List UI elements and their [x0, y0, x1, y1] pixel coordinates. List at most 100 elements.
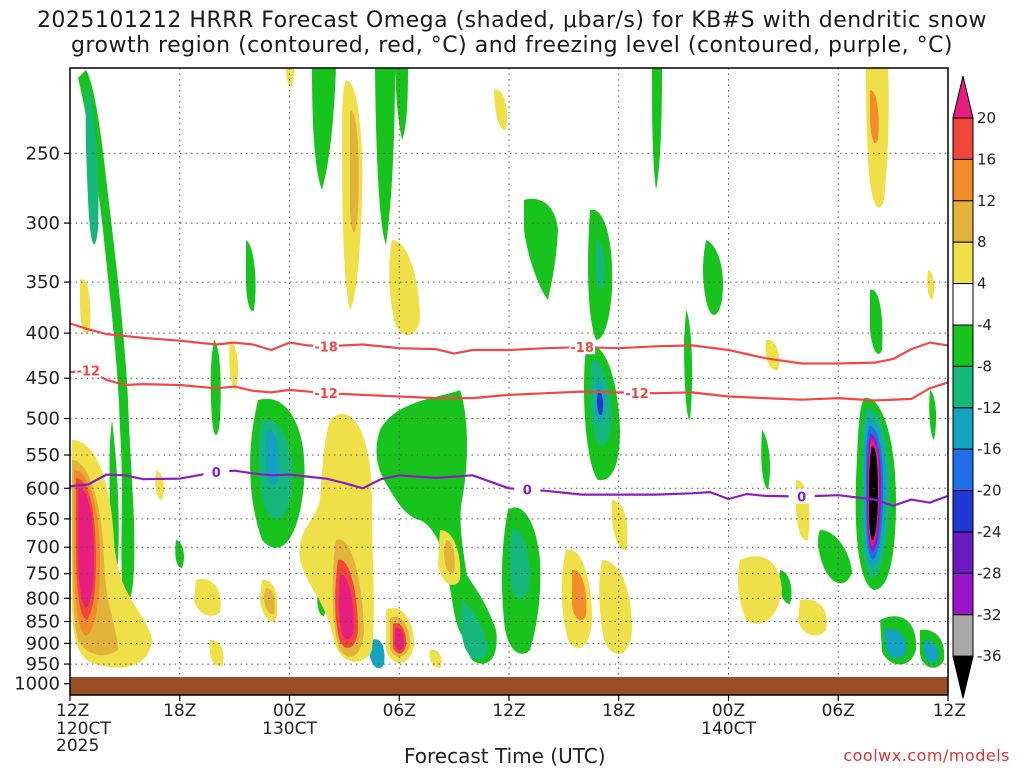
colorbar-label: -8	[977, 357, 992, 375]
omega-region-upward	[312, 68, 336, 190]
y-tick-label: 1000	[14, 674, 60, 695]
omega-region-downward	[78, 488, 94, 608]
omega-region-downward	[927, 270, 935, 300]
omega-region-upward	[509, 529, 530, 599]
contour-label: -18	[314, 340, 338, 355]
omega-region-downward	[572, 569, 587, 621]
x-tick-label: 00Z	[273, 701, 306, 721]
omega-region-downward	[264, 588, 275, 615]
colorbar-block	[952, 241, 974, 285]
y-tick-label: 900	[26, 633, 60, 654]
contour-label-bg	[624, 384, 651, 400]
x-tick-label: 18Z	[163, 701, 196, 721]
omega-region-downward	[350, 110, 359, 233]
omega-region-upward	[596, 240, 605, 290]
omega-region-downward	[194, 579, 221, 616]
contour-label: -18	[570, 341, 594, 356]
contour-label-bg	[514, 481, 541, 497]
colorbar-block	[952, 158, 974, 202]
omega-region-downward	[395, 627, 405, 651]
omega-region-upward	[460, 600, 488, 660]
contour-label: -12	[314, 387, 338, 402]
y-tick-label: 850	[26, 612, 60, 633]
colorbar-label: -16	[977, 440, 1002, 458]
colorbar-label: -36	[977, 647, 1002, 665]
omega-region-downward	[444, 540, 455, 573]
omega-region-upward	[175, 540, 184, 568]
colorbar-block	[952, 490, 974, 533]
x-tick-sublabel: 120CT	[56, 719, 111, 739]
omega-region-downward	[229, 340, 238, 390]
colorbar-label: -20	[977, 482, 1002, 500]
omega-region-upward	[264, 430, 280, 486]
colorbar-label: -28	[977, 564, 1002, 582]
omega-region-upward	[929, 390, 937, 440]
contour-label: 0	[523, 484, 532, 499]
y-tick-label: 250	[26, 143, 60, 164]
omega-region-upward	[246, 240, 256, 311]
omega-region-downward	[209, 640, 224, 667]
omega-region-upward	[597, 390, 603, 416]
colorbar-bottom-triangle	[952, 655, 974, 699]
x-tick-label: 12Z	[492, 701, 525, 721]
omega-region-upward	[85, 84, 99, 245]
omega-region-upward	[924, 640, 939, 663]
omega-region-downward	[338, 574, 354, 640]
colorbar-label: -12	[977, 399, 1002, 417]
y-tick-label: 400	[26, 323, 60, 344]
y-tick-label: 550	[26, 445, 60, 466]
contour-line	[69, 369, 949, 402]
omega-region-downward	[765, 339, 780, 371]
contour-label: -12	[77, 364, 101, 379]
omega-region-upward	[870, 289, 883, 354]
omega-region-downward	[80, 279, 91, 334]
colorbar-label: 12	[977, 192, 996, 210]
omega-region-downward	[429, 649, 442, 668]
colorbar-block	[952, 200, 974, 243]
y-tick-label: 500	[26, 409, 60, 430]
omega-region-downward	[738, 556, 782, 624]
x-axis-title: Forecast Time (UTC)	[404, 744, 606, 768]
y-tick-label: 600	[26, 478, 60, 499]
x-tick-sublabel: 2025	[56, 736, 99, 756]
omega-region-downward	[494, 89, 508, 131]
y-tick-label: 650	[26, 509, 60, 530]
y-tick-label: 450	[26, 368, 60, 389]
omega-shading	[72, 68, 945, 669]
contour-label-bg	[788, 488, 815, 504]
colorbar-block	[952, 531, 974, 574]
contour-label-bg	[569, 339, 596, 355]
contour-label-bg	[75, 362, 102, 378]
contour-label-bg	[203, 463, 230, 479]
omega-region-downward	[611, 500, 628, 551]
omega-region-upward	[376, 390, 472, 638]
contour-label: 0	[797, 490, 806, 505]
colorbar-block	[952, 365, 974, 409]
omega-region-downward	[798, 599, 827, 636]
chart-title-line2: growth region (contoured, red, °C) and f…	[70, 33, 954, 58]
omega-region-upward	[395, 68, 408, 140]
colorbar-label: 4	[977, 275, 987, 293]
omega-region-upward	[779, 570, 792, 604]
colorbar-label: 8	[977, 233, 987, 251]
y-tick-label: 700	[26, 537, 60, 558]
x-tick-label: 06Z	[822, 701, 855, 721]
x-tick-label: 12Z	[56, 701, 89, 721]
ground-surface	[70, 677, 948, 695]
y-tick-label: 950	[26, 654, 60, 675]
contour-line	[69, 322, 949, 365]
y-tick-label: 750	[26, 564, 60, 585]
x-tick-label: 00Z	[712, 701, 745, 721]
omega-region-upward	[375, 68, 395, 245]
contour-label: -12	[625, 387, 649, 402]
omega-region-downward	[155, 470, 164, 500]
contour-label-bg	[313, 338, 340, 354]
omega-region-upward	[684, 310, 693, 420]
colorbar-block	[952, 614, 974, 657]
omega-region-downward	[870, 90, 879, 144]
omega-region-upward	[370, 639, 385, 669]
colorbar-block	[952, 283, 974, 326]
omega-region-upward	[869, 446, 878, 540]
omega-region-downward	[389, 240, 420, 335]
